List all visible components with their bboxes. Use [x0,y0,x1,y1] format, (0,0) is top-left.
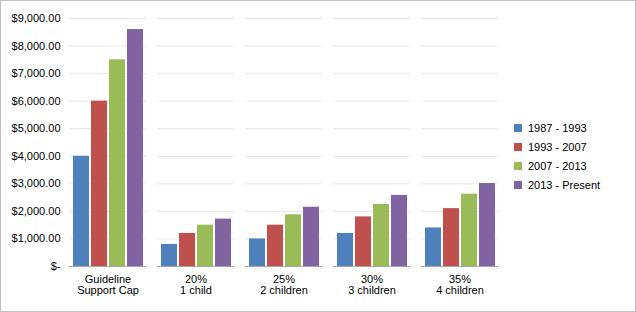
svg-text:$9,000.00: $9,000.00 [12,12,61,24]
html-text:1987 - 1993: 1987 - 1993 [528,121,587,134]
svg-text:GuidelineSupport Cap: GuidelineSupport Cap [77,273,139,296]
svg-text:$7,000.00: $7,000.00 [12,67,61,79]
html-text:2007 - 2013: 2007 - 2013 [528,159,587,172]
html-text:1993 - 2007: 1993 - 2007 [528,140,587,153]
svg-text:35%4 children: 35%4 children [436,273,484,296]
svg-text:$5,000.00: $5,000.00 [12,122,61,134]
svg-text:$-: $- [51,260,61,272]
svg-text:$2,000.00: $2,000.00 [12,205,61,217]
svg-text:20%1 child: 20%1 child [180,273,212,296]
svg-text:$8,000.00: $8,000.00 [12,40,61,52]
svg-text:$6,000.00: $6,000.00 [12,95,61,107]
html-text:2013 - Present: 2013 - Present [528,178,601,191]
svg-text:25%2 children: 25%2 children [260,273,308,296]
svg-text:$4,000.00: $4,000.00 [12,150,61,162]
svg-text:30%3 children: 30%3 children [348,273,396,296]
svg-text:$3,000.00: $3,000.00 [12,177,61,189]
svg-text:$1,000.00: $1,000.00 [12,232,61,244]
